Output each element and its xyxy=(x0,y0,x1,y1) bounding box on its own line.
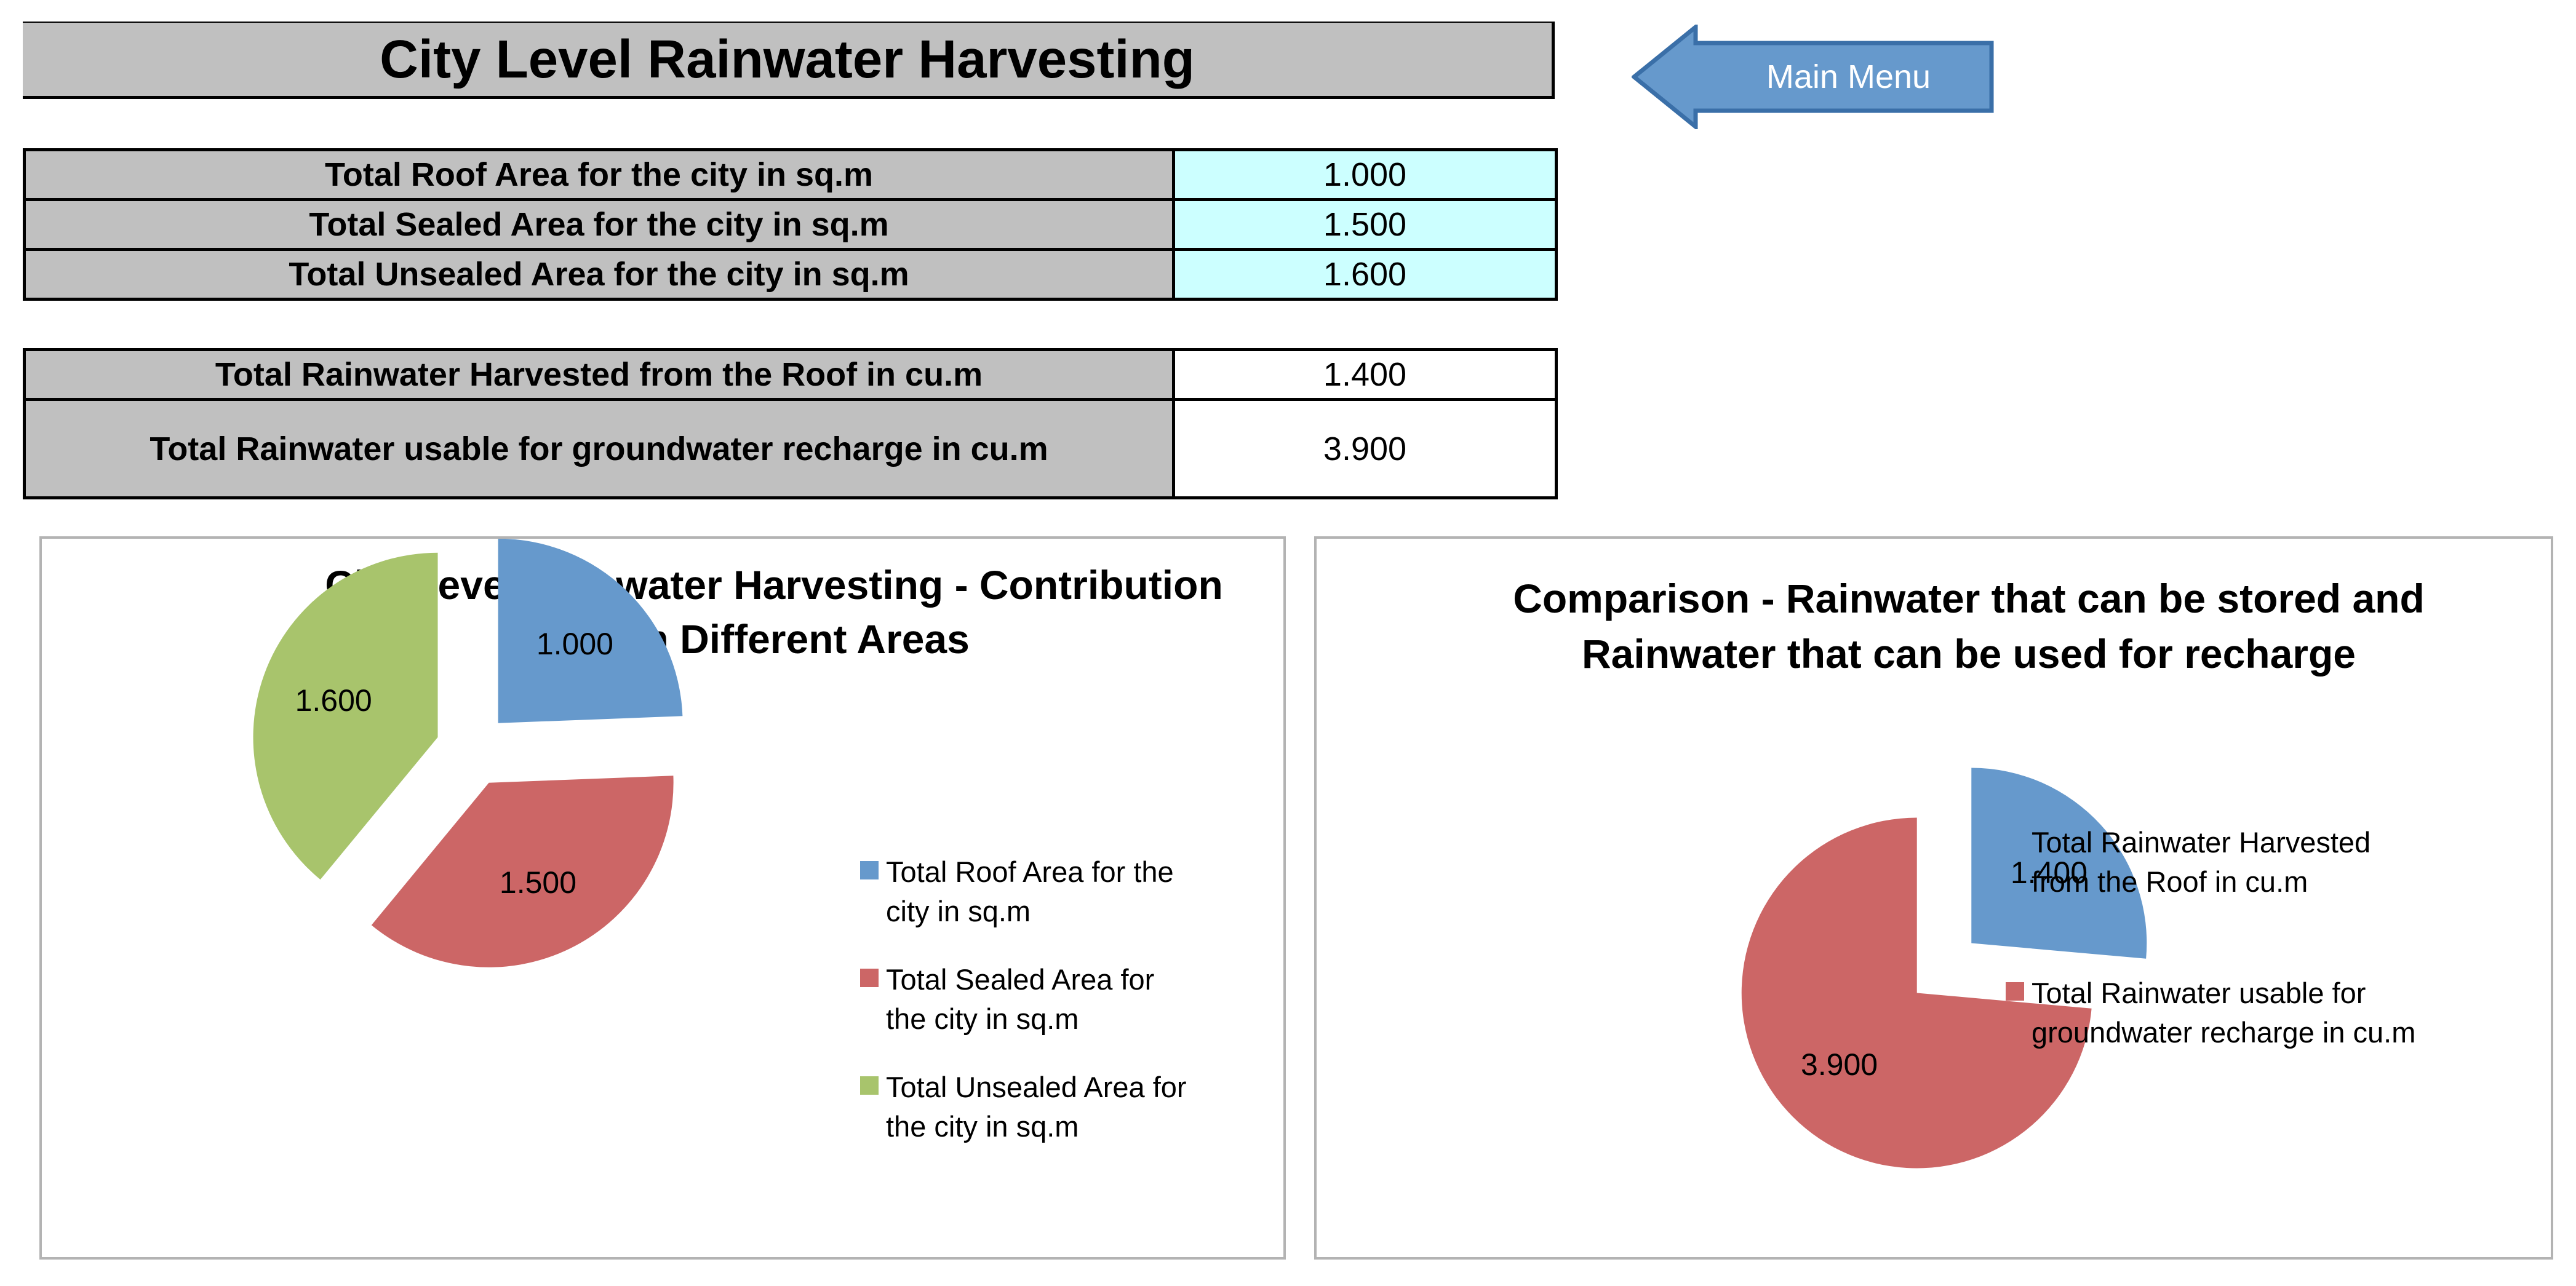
legend-swatch xyxy=(860,969,879,987)
roof-harvest-label: Total Rainwater Harvested from the Roof … xyxy=(23,348,1175,401)
page-title-bar: City Level Rainwater Harvesting xyxy=(23,22,1555,99)
unsealed-area-label: Total Unsealed Area for the city in sq.m xyxy=(23,248,1175,301)
legend-label: city in sq.m xyxy=(886,895,1031,927)
roof-harvest-value: 1.400 xyxy=(1172,348,1558,401)
pie-slice[interactable] xyxy=(1741,817,2092,1169)
storage-vs-recharge-chart[interactable]: Comparison - Rainwater that can be store… xyxy=(1314,536,2553,1260)
legend-swatch xyxy=(860,861,879,879)
input-area-table: Total Roof Area for the city in sq.m 1.0… xyxy=(23,148,1558,301)
table-row: Total Unsealed Area for the city in sq.m… xyxy=(23,248,1558,301)
table-row: Total Sealed Area for the city in sq.m 1… xyxy=(23,198,1558,251)
pie-slice[interactable] xyxy=(253,552,438,880)
area-contribution-chart[interactable]: City Level Rainwater Harvesting - Contri… xyxy=(39,536,1286,1260)
legend-swatch xyxy=(2006,832,2024,850)
page-title: City Level Rainwater Harvesting xyxy=(380,29,1195,89)
pie-slice[interactable] xyxy=(1971,768,2147,959)
left-arrow-icon xyxy=(1632,25,1994,129)
roof-area-label: Total Roof Area for the city in sq.m xyxy=(23,148,1175,201)
pie-data-label: 1.600 xyxy=(295,683,372,718)
chart-title-line-1: Comparison - Rainwater that can be store… xyxy=(1513,576,2425,621)
main-menu-label: Main Menu xyxy=(1766,58,1931,95)
legend-label: Total Rainwater usable for xyxy=(2032,977,2366,1009)
table-row: Total Roof Area for the city in sq.m 1.0… xyxy=(23,148,1558,201)
roof-area-input[interactable]: 1.000 xyxy=(1172,148,1558,201)
pie-data-label: 1.000 xyxy=(536,627,613,661)
chart-title-line-2: Rainwater that can be used for recharge xyxy=(1582,631,2356,677)
legend-swatch xyxy=(860,1076,879,1095)
pie-slice[interactable] xyxy=(498,539,683,723)
legend-label: the city in sq.m xyxy=(886,1002,1079,1035)
table-row: Total Rainwater Harvested from the Roof … xyxy=(23,348,1558,401)
legend-label: Total Roof Area for the xyxy=(886,855,1174,888)
pie-slice[interactable] xyxy=(371,776,674,967)
unsealed-area-input[interactable]: 1.600 xyxy=(1172,248,1558,301)
recharge-label: Total Rainwater usable for groundwater r… xyxy=(23,398,1175,499)
table-row: Total Rainwater usable for groundwater r… xyxy=(23,398,1558,499)
pie-data-label: 1.400 xyxy=(2011,855,2088,890)
chart-title-line-1: City Level Rainwater Harvesting - Contri… xyxy=(325,562,1223,608)
legend-label: groundwater recharge in cu.m xyxy=(2032,1016,2415,1049)
pie-data-label: 3.900 xyxy=(1801,1047,1878,1082)
legend-label: Total Unsealed Area for xyxy=(886,1071,1187,1103)
sealed-area-label: Total Sealed Area for the city in sq.m xyxy=(23,198,1175,251)
area-contribution-chart-svg: City Level Rainwater Harvesting - Contri… xyxy=(253,539,1223,1143)
sealed-area-input[interactable]: 1.500 xyxy=(1172,198,1558,251)
legend-label: Total Sealed Area for xyxy=(886,963,1154,996)
legend-label: from the Roof in cu.m xyxy=(2032,865,2308,898)
main-menu-button[interactable]: Main Menu xyxy=(1632,25,2001,129)
legend-swatch xyxy=(2006,982,2024,1001)
recharge-value: 3.900 xyxy=(1172,398,1558,499)
pie-data-label: 1.500 xyxy=(500,865,576,900)
output-volume-table: Total Rainwater Harvested from the Roof … xyxy=(23,348,1558,499)
legend-label: the city in sq.m xyxy=(886,1110,1079,1143)
legend-label: Total Rainwater Harvested xyxy=(2032,826,2371,859)
storage-vs-recharge-chart-svg: Comparison - Rainwater that can be store… xyxy=(1513,576,2425,1169)
